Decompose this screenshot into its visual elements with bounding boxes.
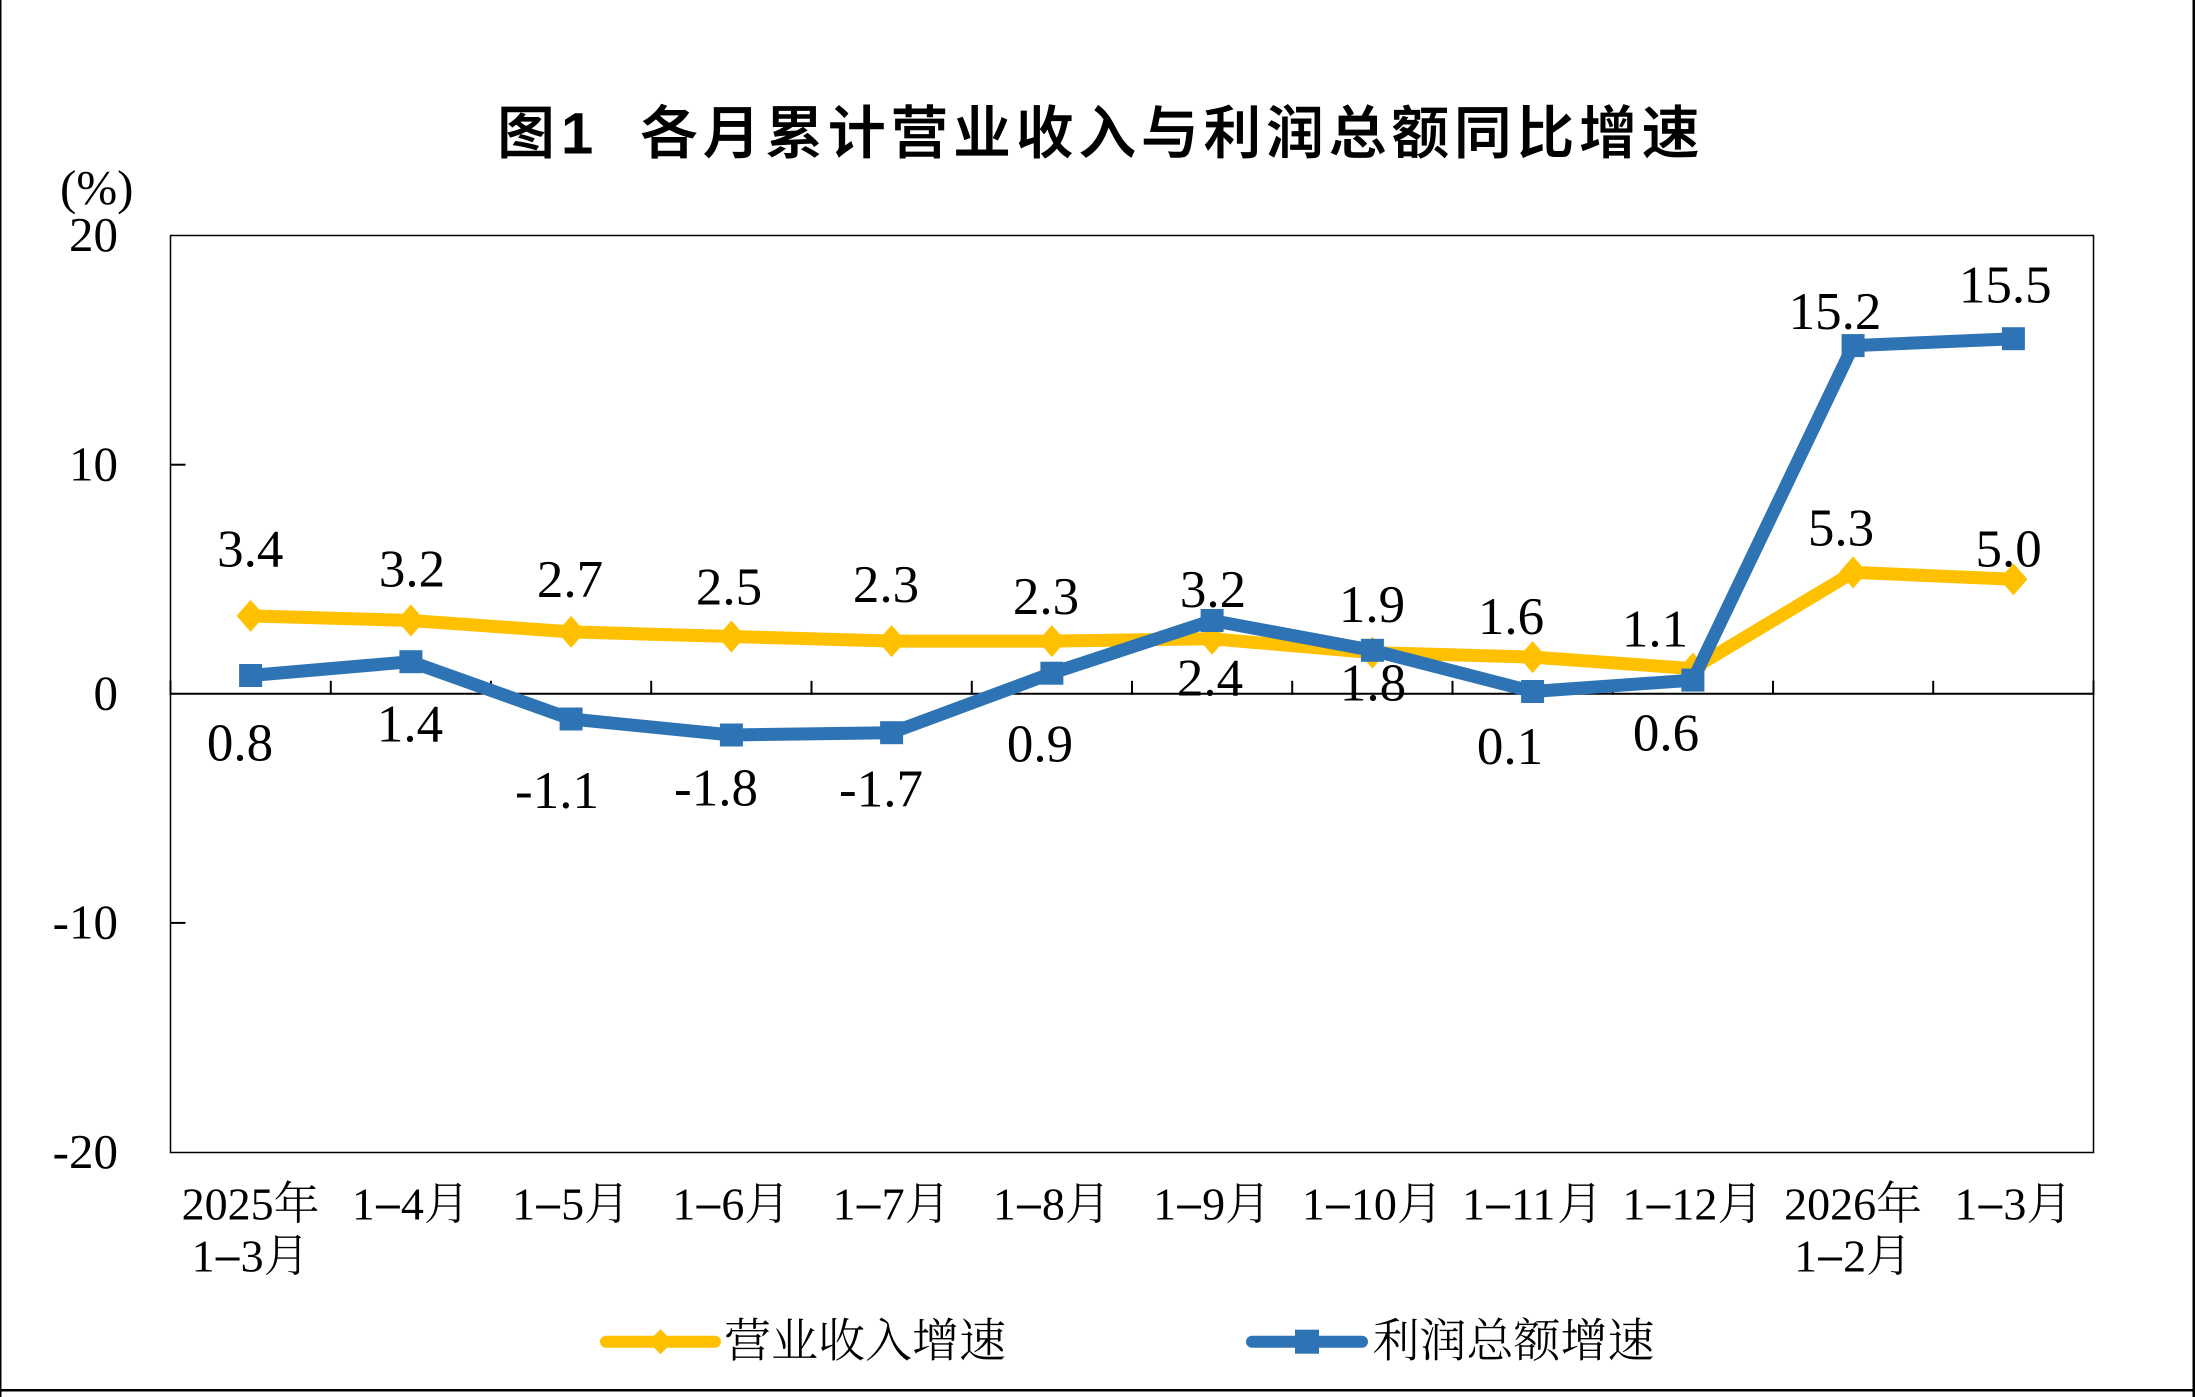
svg-text:1: 1 [1462, 1179, 1485, 1230]
svg-text:-1.8: -1.8 [674, 760, 758, 818]
svg-text:12: 12 [1671, 1179, 1717, 1230]
svg-text:0.1: 0.1 [1477, 718, 1543, 776]
svg-text:5.3: 5.3 [1808, 500, 1874, 558]
svg-text:9: 9 [1202, 1179, 1225, 1230]
svg-text:-1.1: -1.1 [515, 762, 599, 820]
svg-text:3.2: 3.2 [1180, 561, 1246, 619]
svg-text:-20: -20 [53, 1124, 118, 1179]
svg-text:1: 1 [1794, 1231, 1817, 1282]
svg-text:1.8: 1.8 [1340, 655, 1406, 713]
svg-text:10: 10 [69, 437, 118, 492]
svg-text:3: 3 [241, 1231, 264, 1282]
svg-text:1: 1 [192, 1231, 215, 1282]
svg-text:1: 1 [561, 101, 593, 166]
svg-text:15.2: 15.2 [1789, 283, 1882, 341]
svg-text:8: 8 [1042, 1179, 1065, 1230]
svg-text:0.9: 0.9 [1007, 716, 1073, 774]
svg-text:1: 1 [1153, 1179, 1176, 1230]
svg-text:0.6: 0.6 [1633, 705, 1699, 763]
svg-text:3.2: 3.2 [379, 541, 445, 599]
svg-text:7: 7 [882, 1179, 905, 1230]
svg-text:1.6: 1.6 [1478, 588, 1544, 646]
svg-text:1: 1 [672, 1179, 695, 1230]
svg-text:0: 0 [94, 666, 119, 721]
svg-text:2.3: 2.3 [853, 556, 919, 614]
svg-text:2025: 2025 [182, 1179, 274, 1230]
svg-text:1.4: 1.4 [377, 696, 443, 754]
svg-text:4: 4 [401, 1179, 424, 1230]
svg-text:3.4: 3.4 [217, 521, 283, 579]
svg-text:1: 1 [352, 1179, 375, 1230]
svg-text:1: 1 [1622, 1179, 1645, 1230]
svg-text:5: 5 [561, 1179, 584, 1230]
svg-text:1: 1 [512, 1179, 535, 1230]
svg-text:15.5: 15.5 [1959, 257, 2052, 315]
svg-text:10: 10 [1351, 1179, 1397, 1230]
svg-text:2.4: 2.4 [1177, 650, 1243, 708]
svg-text:-10: -10 [53, 895, 118, 950]
svg-text:2026: 2026 [1784, 1179, 1876, 1230]
svg-text:6: 6 [721, 1179, 744, 1230]
svg-text:5.0: 5.0 [1975, 521, 2041, 579]
svg-text:20: 20 [69, 207, 118, 262]
svg-text:1: 1 [1954, 1179, 1977, 1230]
svg-text:1.1: 1.1 [1622, 601, 1688, 659]
svg-text:2.3: 2.3 [1013, 568, 1079, 626]
svg-text:11: 11 [1511, 1179, 1555, 1230]
svg-text:2.7: 2.7 [537, 551, 603, 609]
svg-text:-1.7: -1.7 [839, 761, 923, 819]
svg-text:1: 1 [993, 1179, 1016, 1230]
svg-text:1: 1 [1302, 1179, 1325, 1230]
svg-text:1.9: 1.9 [1339, 576, 1405, 634]
svg-text:2: 2 [1843, 1231, 1866, 1282]
svg-text:1: 1 [833, 1179, 856, 1230]
svg-text:3: 3 [2003, 1179, 2026, 1230]
svg-text:2.5: 2.5 [696, 559, 762, 617]
svg-text:(%): (%) [60, 160, 133, 215]
svg-text:0.8: 0.8 [207, 715, 273, 773]
